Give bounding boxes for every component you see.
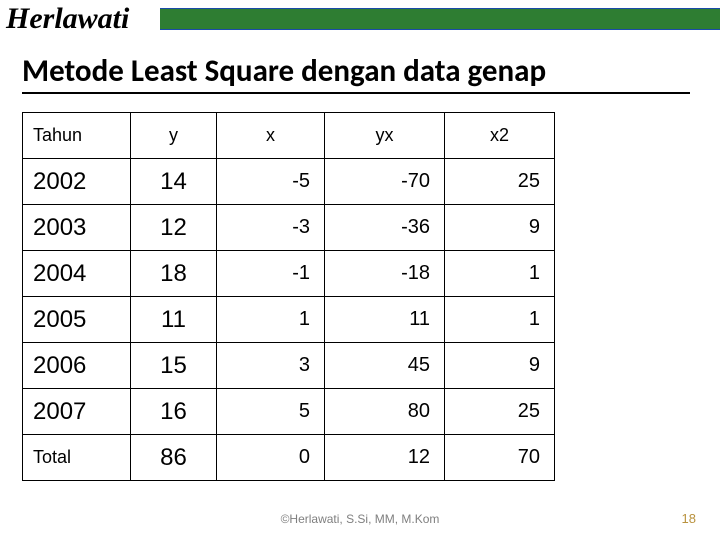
cell-yx: 80 (325, 389, 445, 435)
cell-total-x: 0 (217, 435, 325, 481)
slide-title: Metode Least Square dengan data genap (22, 52, 690, 94)
cell-tahun: 2006 (23, 343, 131, 389)
col-header-y: y (131, 113, 217, 159)
least-square-table: Tahun y x yx x2 2002 14 -5 -70 25 2003 1… (22, 112, 555, 481)
cell-y: 16 (131, 389, 217, 435)
table-row: 2002 14 -5 -70 25 (23, 159, 555, 205)
col-header-tahun: Tahun (23, 113, 131, 159)
cell-tahun: 2007 (23, 389, 131, 435)
header-bar: Herlawati (0, 0, 720, 42)
cell-x2: 9 (445, 205, 555, 251)
cell-x2: 9 (445, 343, 555, 389)
col-header-yx: yx (325, 113, 445, 159)
cell-x2: 1 (445, 297, 555, 343)
table-total-row: Total 86 0 12 70 (23, 435, 555, 481)
cell-x: 3 (217, 343, 325, 389)
page-number: 18 (682, 511, 696, 526)
cell-x: 1 (217, 297, 325, 343)
cell-y: 14 (131, 159, 217, 205)
cell-yx: -70 (325, 159, 445, 205)
table-row: 2006 15 3 45 9 (23, 343, 555, 389)
cell-tahun: 2004 (23, 251, 131, 297)
cell-total-x2: 70 (445, 435, 555, 481)
cell-tahun: 2005 (23, 297, 131, 343)
cell-total-yx: 12 (325, 435, 445, 481)
cell-x: -1 (217, 251, 325, 297)
data-table-wrap: Tahun y x yx x2 2002 14 -5 -70 25 2003 1… (22, 112, 720, 481)
table-row: 2005 11 1 11 1 (23, 297, 555, 343)
cell-x: -3 (217, 205, 325, 251)
cell-y: 11 (131, 297, 217, 343)
cell-x2: 1 (445, 251, 555, 297)
table-row: 2007 16 5 80 25 (23, 389, 555, 435)
table-row: 2004 18 -1 -18 1 (23, 251, 555, 297)
cell-yx: 11 (325, 297, 445, 343)
cell-total-label: Total (23, 435, 131, 481)
footer-copyright: ©Herlawati, S.Si, MM, M.Kom (0, 512, 720, 526)
cell-yx: -36 (325, 205, 445, 251)
cell-x: -5 (217, 159, 325, 205)
cell-y: 12 (131, 205, 217, 251)
table-row: 2003 12 -3 -36 9 (23, 205, 555, 251)
author-name: Herlawati (6, 2, 129, 36)
cell-yx: -18 (325, 251, 445, 297)
table-body: 2002 14 -5 -70 25 2003 12 -3 -36 9 2004 … (23, 159, 555, 481)
cell-x2: 25 (445, 389, 555, 435)
header-green-strip (160, 8, 720, 30)
cell-y: 15 (131, 343, 217, 389)
cell-tahun: 2003 (23, 205, 131, 251)
cell-tahun: 2002 (23, 159, 131, 205)
cell-x2: 25 (445, 159, 555, 205)
cell-total-y: 86 (131, 435, 217, 481)
col-header-x: x (217, 113, 325, 159)
table-header-row: Tahun y x yx x2 (23, 113, 555, 159)
cell-x: 5 (217, 389, 325, 435)
cell-yx: 45 (325, 343, 445, 389)
cell-y: 18 (131, 251, 217, 297)
col-header-x2: x2 (445, 113, 555, 159)
